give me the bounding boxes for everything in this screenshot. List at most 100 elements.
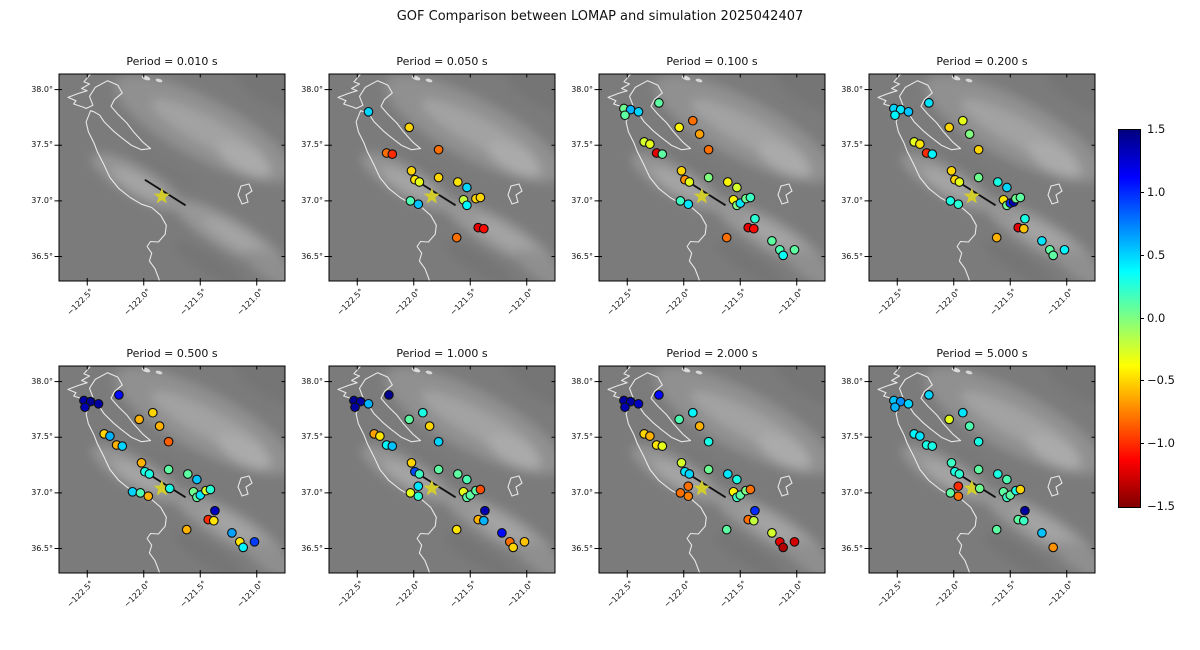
y-tick-label: 37.5° bbox=[301, 432, 323, 442]
station-dot bbox=[703, 436, 714, 447]
y-tick-label: 37.0° bbox=[571, 487, 593, 497]
station-dot bbox=[953, 199, 964, 210]
station-dot bbox=[117, 441, 128, 451]
panel-title: Period = 1.000 s bbox=[396, 347, 488, 360]
station-dot bbox=[147, 407, 158, 418]
y-tick-label: 38.0° bbox=[301, 84, 323, 94]
x-tick-label: −121.0° bbox=[504, 287, 536, 318]
station-dot bbox=[136, 457, 147, 468]
y-tick-label: 36.5° bbox=[301, 251, 323, 261]
y-tick-label: 37.5° bbox=[31, 140, 53, 150]
station-dot bbox=[778, 542, 789, 553]
station-dot bbox=[350, 402, 360, 413]
station-dot bbox=[903, 106, 914, 117]
y-tick-label: 37.0° bbox=[841, 195, 863, 205]
station-dot bbox=[927, 149, 938, 159]
station-dot bbox=[164, 483, 175, 494]
x-tick-label: −122.0° bbox=[391, 579, 423, 610]
station-dot bbox=[478, 515, 489, 526]
y-tick-label: 38.0° bbox=[31, 84, 53, 94]
station-dot bbox=[384, 390, 394, 400]
station-dot bbox=[745, 192, 756, 203]
x-tick-label: −121.5° bbox=[448, 579, 479, 610]
station-dot bbox=[732, 474, 742, 485]
station-dot bbox=[674, 414, 685, 425]
map-panel-8 bbox=[864, 365, 1096, 578]
x-tick-label: −122.5° bbox=[65, 287, 96, 318]
station-dot bbox=[451, 232, 462, 243]
station-dot bbox=[417, 407, 428, 418]
station-dot bbox=[687, 115, 698, 126]
x-tick-label: −121.5° bbox=[178, 579, 209, 610]
station-dot bbox=[924, 390, 934, 400]
station-dot bbox=[1018, 515, 1029, 526]
station-dot bbox=[890, 110, 900, 121]
station-dot bbox=[954, 469, 965, 479]
panel-title: Period = 0.050 s bbox=[396, 55, 488, 68]
station-dot bbox=[964, 129, 975, 139]
map-panel-1 bbox=[54, 73, 286, 286]
station-dot bbox=[903, 398, 914, 409]
station-dot bbox=[721, 524, 732, 535]
station-dot bbox=[674, 122, 685, 133]
x-tick-label: −121.5° bbox=[988, 287, 1019, 318]
y-tick-label: 38.0° bbox=[31, 376, 53, 386]
x-tick-label: −122.0° bbox=[931, 287, 963, 318]
station-dot bbox=[105, 431, 115, 441]
station-dot bbox=[767, 528, 777, 538]
epicenter-star bbox=[153, 479, 170, 496]
x-tick-label: −121.0° bbox=[504, 579, 536, 610]
station-dot bbox=[750, 505, 760, 516]
station-dot bbox=[703, 144, 714, 155]
panel-title: Period = 0.010 s bbox=[126, 55, 218, 68]
station-dot bbox=[927, 441, 938, 451]
y-tick-label: 37.0° bbox=[31, 195, 53, 205]
colorbar-tick-label: 1.5 bbox=[1147, 122, 1166, 136]
station-dot bbox=[114, 390, 124, 400]
station-dot bbox=[208, 515, 219, 526]
epicenter-star bbox=[693, 479, 710, 496]
panel-title: Period = 2.000 s bbox=[666, 347, 758, 360]
station-dot bbox=[620, 110, 630, 121]
station-dot bbox=[991, 524, 1002, 535]
station-dot bbox=[433, 172, 444, 183]
station-dot bbox=[413, 481, 424, 492]
station-dot bbox=[945, 196, 956, 206]
station-dot bbox=[405, 196, 416, 206]
x-tick-label: −121.0° bbox=[774, 579, 806, 610]
station-dot bbox=[452, 177, 463, 187]
station-dot bbox=[205, 484, 216, 495]
y-tick-label: 36.5° bbox=[31, 251, 53, 261]
y-tick-label: 37.5° bbox=[841, 140, 863, 150]
y-tick-label: 36.5° bbox=[301, 543, 323, 553]
map-panel-3 bbox=[594, 73, 826, 286]
station-dot bbox=[957, 407, 968, 418]
y-tick-label: 37.5° bbox=[301, 140, 323, 150]
station-dot bbox=[363, 106, 374, 117]
colorbar-tick bbox=[1140, 254, 1144, 256]
station-dot bbox=[645, 431, 655, 441]
x-tick-label: −122.0° bbox=[121, 287, 153, 318]
station-dot bbox=[404, 414, 415, 425]
station-dot bbox=[375, 431, 385, 441]
station-dot bbox=[1048, 250, 1059, 261]
station-dot bbox=[732, 182, 742, 193]
y-tick-label: 36.5° bbox=[841, 543, 863, 553]
station-dot bbox=[748, 515, 759, 526]
station-dot bbox=[620, 402, 630, 413]
fault-trace bbox=[144, 178, 187, 207]
station-dot bbox=[414, 469, 425, 479]
colorbar-tick-label: 0.0 bbox=[1147, 310, 1166, 325]
colorbar-tick bbox=[1140, 443, 1144, 445]
station-dot bbox=[475, 484, 486, 495]
y-tick-label: 38.0° bbox=[841, 84, 863, 94]
station-dot bbox=[953, 481, 964, 492]
station-dot bbox=[480, 505, 490, 516]
station-dot bbox=[944, 122, 955, 133]
y-tick-label: 38.0° bbox=[571, 84, 593, 94]
x-tick-label: −121.5° bbox=[718, 287, 749, 318]
y-tick-label: 37.0° bbox=[841, 487, 863, 497]
map-panel-7 bbox=[594, 365, 826, 578]
map-panel-5 bbox=[54, 365, 286, 578]
